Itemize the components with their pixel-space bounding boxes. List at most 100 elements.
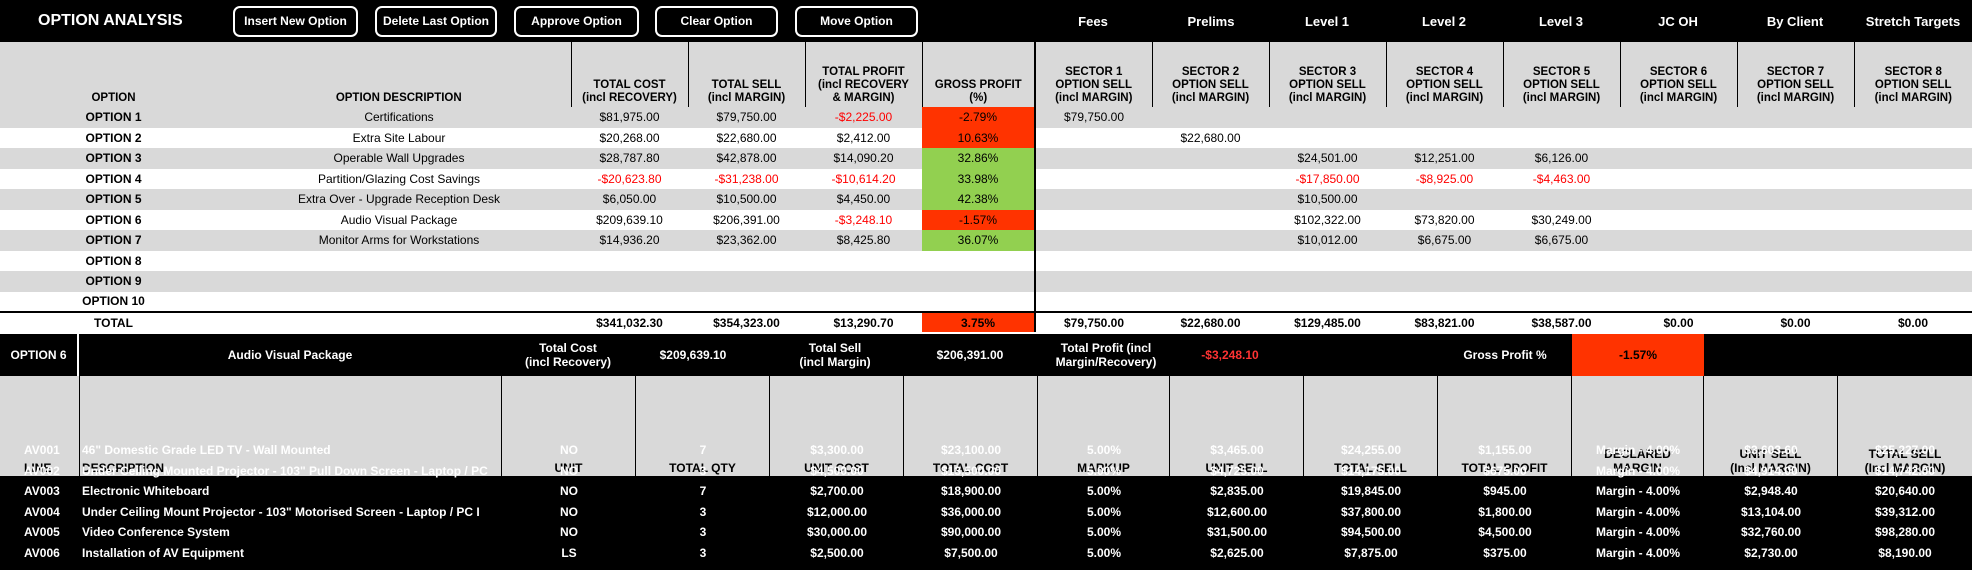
option-sector-6-sell: [1620, 271, 1737, 292]
option-sector-4-sell: [1386, 128, 1503, 149]
option-sector-3-sell: $102,322.00: [1294, 212, 1361, 227]
line-unit: NO: [560, 525, 578, 540]
option-sector-3-sell: [1269, 107, 1386, 128]
option-label: OPTION 5: [0, 189, 227, 210]
declared-margin-column-header: DECLARED MARGIN: [1572, 376, 1704, 476]
option-gross-profit: -2.79%: [922, 107, 1036, 128]
total-sell-column-header: TOTAL SELL: [1304, 376, 1438, 476]
level-3-link[interactable]: Level 3: [1538, 14, 1584, 29]
option-sector-2-sell: [1152, 189, 1269, 210]
option-gross-profit: 10.63%: [922, 127, 1036, 148]
line-markup: 5.00%: [1086, 484, 1122, 499]
option-total-sell: [688, 271, 805, 292]
total-sector-6: $0.00: [1620, 311, 1737, 332]
line-unit-sell-incl-margin: $3,603.60: [1744, 443, 1798, 457]
line-unit-cost: $2,500.00: [810, 546, 864, 560]
option-sector-4-sell: $73,820.00: [1414, 212, 1475, 227]
level-2-link[interactable]: Level 2: [1421, 14, 1467, 29]
option-description: Certifications: [227, 107, 571, 128]
line-total-cost: $18,900.00: [940, 484, 1002, 499]
detail-line-row[interactable]: AV002 Under Ceiling Mounted Projector - 1…: [0, 461, 1972, 482]
option-row[interactable]: OPTION 9: [0, 271, 1972, 292]
line-unit-cost: $2,700.00: [810, 484, 864, 499]
total-sell: $354,323.00: [688, 311, 805, 332]
delete-last-option-button[interactable]: Delete Last Option: [375, 6, 497, 37]
insert-new-option-button[interactable]: Insert New Option: [233, 6, 358, 37]
line-unit-cost: $4,500.00: [810, 463, 864, 478]
option-sector-6-sell: [1620, 148, 1737, 169]
by-client-link[interactable]: By Client: [1766, 14, 1824, 29]
detail-gp-value: -1.57%: [1572, 334, 1704, 376]
option-row[interactable]: OPTION 8: [0, 250, 1972, 272]
markup-column-header: MARKUP: [1038, 376, 1170, 476]
option-description: [227, 251, 571, 272]
line-unit-sell: $12,600.00: [1206, 504, 1268, 519]
option-sector-5-sell: $6,675.00: [1503, 230, 1620, 251]
line-column-header: LINE: [0, 376, 80, 476]
option-row[interactable]: OPTION 10: [0, 291, 1972, 313]
line-unit: LS: [561, 546, 577, 560]
option-sector-8-sell: [1854, 128, 1972, 149]
jc-oh-link[interactable]: JC OH: [1658, 14, 1698, 29]
option-row[interactable]: OPTION 4 Partition/Glazing Cost Savings -$…: [0, 168, 1972, 190]
option-sector-8-sell: [1854, 251, 1972, 272]
option-row[interactable]: OPTION 6 Audio Visual Package $209,639.10 $…: [0, 209, 1972, 231]
detail-line-row[interactable]: AV004 Under Ceiling Mount Projector - 103…: [0, 502, 1972, 523]
option-detail: OPTION 6 Audio Visual Package Total Cost…: [0, 334, 1972, 570]
option-sector-2-sell: [1152, 169, 1269, 190]
option-total-cost: $28,787.80: [571, 148, 688, 169]
option-total-cost: [571, 251, 688, 272]
option-sector-4-sell: [1386, 107, 1503, 128]
approve-option-button[interactable]: Approve Option: [514, 6, 639, 37]
option-description: Extra Site Labour: [352, 130, 446, 145]
stretch-targets-link[interactable]: Stretch Targets: [1865, 14, 1961, 29]
line-unit-sell: $4,725.00: [1210, 463, 1264, 478]
gross-profit-column-header: GROSS PROFIT (%): [922, 42, 1036, 107]
total-row: TOTAL $341,032.30 $354,323.00 $13,290.70 3.7…: [0, 311, 1972, 332]
clear-option-button[interactable]: Clear Option: [655, 6, 778, 37]
sector-6-column-header: SECTOR 6 OPTION SELL (incl MARGIN): [1620, 42, 1738, 107]
option-sector-3-sell: -$17,850.00: [1295, 171, 1360, 186]
option-gross-profit: 42.38%: [922, 189, 1036, 210]
option-row[interactable]: OPTION 1 Certifications $81,975.00 $79,750.…: [0, 107, 1972, 128]
option-sector-3-sell: $24,501.00: [1269, 148, 1386, 169]
fees-link[interactable]: Fees: [1078, 14, 1108, 29]
line-total-sell: $7,875.00: [1344, 546, 1398, 560]
detail-line-row[interactable]: AV005 Video Conference System NO 3 $30,000.0…: [0, 522, 1972, 543]
line-code: AV001: [24, 443, 60, 457]
total-cost: $341,032.30: [571, 311, 688, 332]
total-cost-column-header: TOTAL COST (incl RECOVERY): [571, 42, 689, 107]
detail-total-cost-label: Total Cost (incl Recovery): [524, 341, 612, 369]
line-description: Video Conference System: [82, 525, 230, 540]
line-declared-margin: Margin - 4.00%: [1595, 525, 1681, 540]
line-description: Under Ceiling Mounted Projector - 103" P…: [82, 463, 488, 478]
option-sector-6-sell: [1620, 292, 1737, 313]
total-qty-column-header: TOTAL QTY: [636, 376, 770, 476]
line-total-sell-incl-margin: $14,742.00: [1874, 463, 1936, 478]
level-1-link[interactable]: Level 1: [1304, 14, 1350, 29]
line-unit-sell-incl-margin: $2,730.00: [1744, 546, 1798, 560]
option-total-profit: $4,450.00: [805, 189, 922, 210]
option-row[interactable]: OPTION 7 Monitor Arms for Workstations $14…: [0, 230, 1972, 251]
line-total-sell-incl-margin: $8,190.00: [1878, 546, 1932, 560]
line-total-sell: $94,500.00: [1340, 525, 1402, 540]
option-row[interactable]: OPTION 5 Extra Over - Upgrade Reception D…: [0, 189, 1972, 210]
option-sector-5-sell: [1503, 251, 1620, 272]
option-label: OPTION 7: [0, 230, 227, 251]
option-sector-8-sell: [1854, 210, 1972, 231]
detail-line-row[interactable]: AV001 46" Domestic Grade LED TV - Wall Mo…: [0, 440, 1972, 461]
detail-line-row[interactable]: AV006 Installation of AV Equipment LS 3 $2,5…: [0, 543, 1972, 564]
option-row[interactable]: OPTION 3 Operable Wall Upgrades $28,787.80…: [0, 148, 1972, 169]
option-sector-1-sell: [1035, 271, 1152, 292]
prelims-link[interactable]: Prelims: [1187, 14, 1235, 29]
detail-total-sell-value: $206,391.00: [936, 348, 1004, 362]
move-option-button[interactable]: Move Option: [795, 6, 918, 37]
option-sector-4-sell: [1386, 292, 1503, 313]
line-total-profit: $4,500.00: [1478, 525, 1532, 540]
detail-line-row[interactable]: AV003 Electronic Whiteboard NO 7 $2,700.00 $1…: [0, 481, 1972, 502]
total-description: [227, 311, 571, 332]
option-summary: OPTION OPTION DESCRIPTION TOTAL COST (incl …: [0, 42, 1972, 334]
line-total-profit: $1,800.00: [1478, 504, 1532, 519]
option-label: OPTION 3: [0, 148, 227, 169]
option-row[interactable]: OPTION 2 Extra Site Labour $20,268.00 $22,6…: [0, 127, 1972, 149]
